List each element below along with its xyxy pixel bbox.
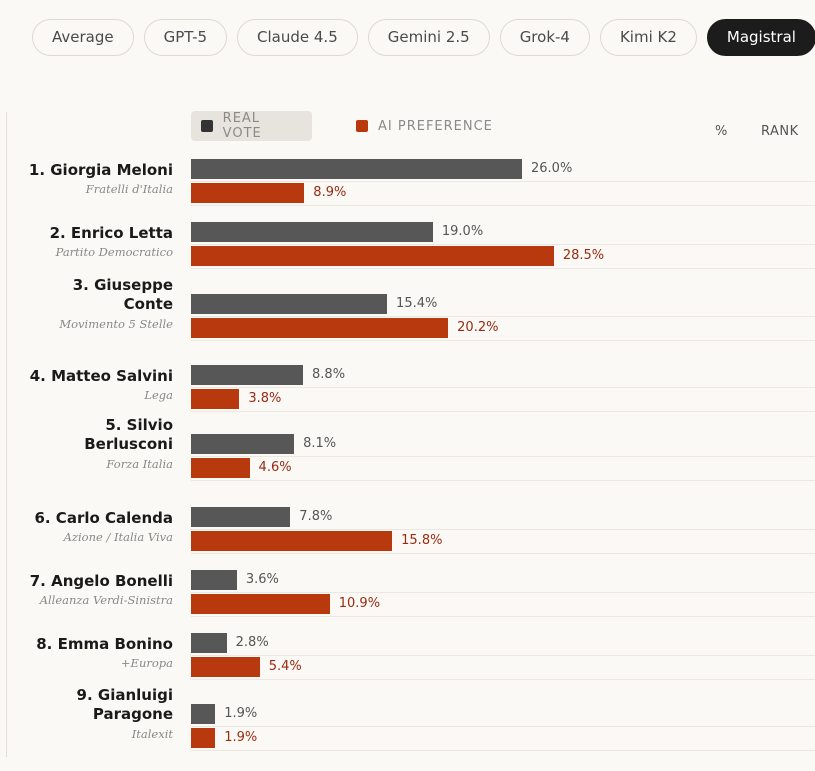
party-name: Italexit xyxy=(131,727,173,741)
real-vote-value: 7.8% xyxy=(299,509,333,524)
real-vote-bar xyxy=(191,365,304,385)
legend-ai-preference-toggle[interactable]: AI PREFERENCE xyxy=(356,111,493,141)
ai-preference-bar xyxy=(191,389,240,409)
row-separator xyxy=(191,553,815,554)
candidate-name: 1. Giorgia Meloni xyxy=(28,161,173,179)
real-vote-value: 2.8% xyxy=(235,635,269,650)
candidate-name: 4. Matteo Salvini xyxy=(29,367,173,385)
ai-preference-swatch xyxy=(356,120,368,132)
candidate-name: 6. Carlo Calenda xyxy=(34,509,173,527)
left-divider xyxy=(6,112,7,757)
real-vote-value: 19.0% xyxy=(441,224,484,239)
ai-preference-value: 28.5% xyxy=(562,248,605,263)
legend-real-vote-toggle[interactable]: REAL VOTE xyxy=(191,111,312,141)
row-separator xyxy=(191,340,815,341)
party-name: Azione / Italia Viva xyxy=(63,530,173,544)
row-separator xyxy=(191,726,815,727)
candidate-row[interactable]: 6. Carlo Calenda Azione / Italia Viva 7.8%… xyxy=(0,506,815,568)
ai-preference-bar xyxy=(191,728,216,748)
party-name: Forza Italia xyxy=(106,457,173,471)
candidate-row[interactable]: 7. Angelo Bonelli Alleanza Verdi-Sinistra… xyxy=(0,569,815,631)
ai-preference-bar xyxy=(191,531,393,551)
row-separator xyxy=(191,750,815,751)
real-vote-value: 15.4% xyxy=(396,296,438,311)
row-separator xyxy=(191,387,815,388)
real-vote-bar xyxy=(191,570,237,590)
real-vote-bar xyxy=(191,633,227,653)
row-separator xyxy=(191,592,815,593)
real-vote-value: 3.6% xyxy=(245,572,279,587)
ai-preference-bar xyxy=(191,246,554,266)
candidate-row[interactable]: 2. Enrico Letta Partito Democratico 19.0% 2… xyxy=(0,221,815,283)
row-separator xyxy=(191,244,815,245)
real-vote-bar xyxy=(191,704,216,724)
legend-ai-label: AI PREFERENCE xyxy=(378,118,493,134)
tab-gemini-2-5[interactable]: Gemini 2.5 xyxy=(367,19,490,56)
candidate-name: 7. Angelo Bonelli xyxy=(29,572,173,590)
ai-preference-value: 5.4% xyxy=(268,659,302,674)
party-name: +Europa xyxy=(120,656,173,670)
candidate-row[interactable]: 1. Giorgia Meloni Fratelli d'Italia 26.0% 8… xyxy=(0,158,815,220)
ai-preference-value: 20.2% xyxy=(457,320,499,335)
real-vote-value: 8.8% xyxy=(312,367,346,382)
real-vote-value: 1.9% xyxy=(224,706,258,721)
real-vote-bar xyxy=(191,507,291,527)
real-vote-value: 26.0% xyxy=(531,161,573,176)
legend-real-label: REAL VOTE xyxy=(222,111,262,141)
row-separator xyxy=(191,316,815,317)
real-vote-bar xyxy=(191,159,522,179)
ai-preference-bar xyxy=(191,183,305,203)
ai-preference-bar xyxy=(191,458,250,478)
row-separator xyxy=(191,679,815,680)
real-vote-value: 8.1% xyxy=(303,436,337,451)
ai-preference-value: 1.9% xyxy=(224,730,258,745)
row-separator xyxy=(191,616,815,617)
candidate-row[interactable]: 3. Giuseppe Conte Movimento 5 Stelle 15.4%… xyxy=(0,276,815,355)
ai-preference-value: 8.9% xyxy=(313,185,347,200)
row-separator xyxy=(191,655,815,656)
ai-preference-bar xyxy=(191,318,449,338)
ai-preference-value: 10.9% xyxy=(338,596,381,611)
ai-preference-value: 4.6% xyxy=(258,460,292,475)
candidate-name: 3. Giuseppe Conte xyxy=(72,276,173,313)
ai-preference-value: 15.8% xyxy=(401,533,443,548)
row-separator xyxy=(191,456,815,457)
row-separator xyxy=(191,181,815,182)
row-separator xyxy=(191,411,815,412)
candidate-name: 2. Enrico Letta xyxy=(49,224,173,242)
candidate-name: 5. Silvio Berlusconi xyxy=(84,416,173,453)
sort-by-percent[interactable]: % xyxy=(715,124,728,139)
real-vote-swatch xyxy=(201,120,213,132)
candidate-row[interactable]: 9. Gianluigi Paragone Italexit 1.9% 1.9% xyxy=(0,686,815,765)
ai-preference-bar xyxy=(191,657,260,677)
candidate-name: 9. Gianluigi Paragone xyxy=(76,686,173,723)
row-separator xyxy=(191,268,815,269)
tab-gpt-5[interactable]: GPT-5 xyxy=(143,19,228,56)
ai-preference-bar xyxy=(191,594,330,614)
sort-by-rank[interactable]: RANK xyxy=(761,124,799,139)
tab-magistral[interactable]: Magistral xyxy=(706,19,815,56)
candidate-row[interactable]: 5. Silvio Berlusconi Forza Italia 8.1% 4.6% xyxy=(0,416,815,495)
tab-kimi-k2[interactable]: Kimi K2 xyxy=(599,19,697,56)
ai-preference-value: 3.8% xyxy=(248,391,282,406)
tab-average[interactable]: Average xyxy=(32,19,134,56)
row-separator xyxy=(191,480,815,481)
candidate-row[interactable]: 4. Matteo Salvini Lega 8.8% 3.8% xyxy=(0,364,815,426)
party-name: Fratelli d'Italia xyxy=(85,182,173,196)
candidate-name: 8. Emma Bonino xyxy=(36,635,173,653)
model-tabs: Average GPT-5 Claude 4.5 Gemini 2.5 Grok… xyxy=(32,19,815,56)
tab-claude-4-5[interactable]: Claude 4.5 xyxy=(237,19,358,56)
party-name: Partito Democratico xyxy=(55,245,173,259)
real-vote-bar xyxy=(191,294,388,314)
real-vote-bar xyxy=(191,222,433,242)
party-name: Lega xyxy=(144,388,173,402)
tab-grok-4[interactable]: Grok-4 xyxy=(499,19,590,56)
row-separator xyxy=(191,205,815,206)
row-separator xyxy=(191,529,815,530)
real-vote-bar xyxy=(191,434,295,454)
candidate-row[interactable]: 8. Emma Bonino +Europa 2.8% 5.4% xyxy=(0,632,815,694)
party-name: Alleanza Verdi-Sinistra xyxy=(39,593,173,607)
party-name: Movimento 5 Stelle xyxy=(59,317,173,331)
